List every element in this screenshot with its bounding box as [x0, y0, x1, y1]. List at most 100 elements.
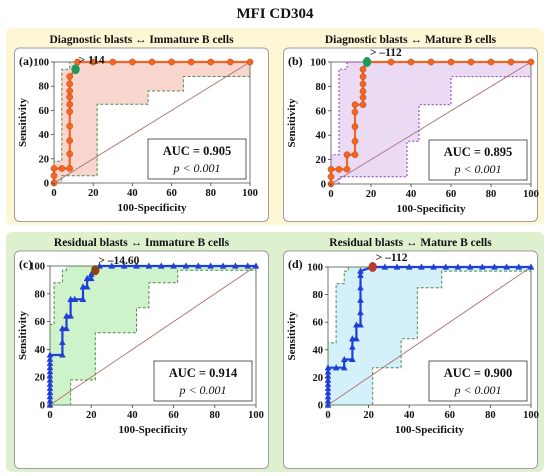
roc-point [340, 364, 348, 371]
x-tick-label: 100 [523, 410, 539, 421]
roc-point [168, 58, 175, 66]
roc-point [170, 262, 177, 269]
roc-point [387, 58, 395, 66]
roc-point [324, 376, 332, 383]
roc-point [343, 151, 351, 159]
roc-point [515, 263, 523, 270]
ci-lower-line [50, 269, 256, 406]
roc-point [66, 122, 74, 130]
cutoff-point [71, 64, 80, 75]
auc-value: AUC = 0.895 [444, 145, 513, 159]
x-axis-label: 100-Specificity [396, 203, 466, 215]
reference-diagonal [327, 266, 532, 406]
p-value: p < 0.001 [453, 162, 501, 176]
roc-point [66, 165, 74, 172]
roc-point [324, 397, 332, 404]
x-tick-label: 0 [328, 189, 333, 200]
y-tick-label: 80 [35, 289, 46, 300]
roc-point [59, 351, 66, 358]
x-tick-label: 100 [523, 189, 539, 200]
x-tick-label: 60 [166, 188, 177, 199]
roc-point [324, 380, 332, 387]
y-tick-label: 100 [33, 58, 49, 69]
roc-point [478, 263, 486, 270]
y-tick-label: 100 [307, 263, 323, 274]
auc-value: AUC = 0.905 [163, 144, 232, 158]
roc-point [120, 262, 128, 269]
ci-lower-line [328, 270, 531, 406]
roc-point [87, 270, 95, 277]
y-tick-label: 0 [40, 401, 45, 412]
auc-box [147, 138, 247, 180]
roc-point [466, 263, 474, 270]
y-axis-label: Sensitivity [286, 98, 298, 147]
roc-point [359, 87, 367, 95]
roc-point [381, 263, 389, 270]
x-tick-label: 80 [486, 189, 497, 200]
y-tick-label: 60 [39, 106, 50, 117]
roc-point [67, 312, 74, 319]
y-tick-label: 80 [39, 82, 50, 93]
roc-point [133, 262, 140, 269]
figure-title: MFI CD304 [236, 6, 314, 22]
roc-point [63, 324, 70, 332]
panel-title: Diagnostic blasts ↔ Immature B cells [49, 34, 234, 46]
roc-point [491, 263, 498, 270]
roc-point [59, 338, 66, 346]
y-axis-label: Sensitivity [286, 311, 298, 360]
x-tick-label: 40 [404, 410, 415, 421]
auc-box [428, 360, 528, 402]
roc-point [232, 262, 239, 269]
roc-point [46, 351, 54, 358]
roc-point [340, 355, 348, 363]
roc-point [359, 94, 367, 101]
p-value: p < 0.001 [453, 383, 501, 397]
roc-point [46, 355, 54, 362]
roc-point [351, 108, 359, 116]
x-tick-label: 40 [406, 189, 417, 200]
roc-point [246, 58, 254, 66]
roc-point [332, 364, 340, 371]
roc-point [359, 101, 367, 109]
roc-point [46, 368, 54, 375]
x-axis-label: 100-Specificity [117, 202, 187, 214]
y-tick-label: 80 [313, 290, 324, 301]
roc-point [357, 284, 364, 291]
roc-point [66, 101, 74, 108]
roc-panel-c: Residual blasts ↔ Immature B cells (c) > –… [14, 237, 269, 469]
auc-box [153, 360, 253, 402]
roc-point [324, 384, 332, 392]
roc-point [351, 123, 359, 131]
cutoff-point [368, 262, 377, 272]
panel-title: Diagnostic blasts ↔ Mature B cells [325, 34, 497, 46]
roc-point [324, 401, 332, 408]
roc-point [195, 262, 202, 269]
cutoff-point [91, 265, 100, 276]
x-tick-label: 80 [210, 410, 221, 421]
ci-lower-line [331, 76, 531, 185]
roc-point [227, 58, 234, 66]
ci-band [328, 267, 531, 405]
x-tick-label: 20 [363, 410, 374, 421]
x-tick-label: 40 [127, 188, 138, 199]
y-axis-label: Sensitivity [17, 311, 29, 360]
roc-point [503, 263, 510, 270]
roc-point [66, 137, 74, 145]
y-tick-label: 40 [313, 345, 324, 356]
roc-point [359, 65, 367, 73]
roc-point [351, 137, 359, 145]
y-tick-label: 60 [316, 106, 327, 117]
roc-point [349, 343, 356, 350]
roc-point [46, 388, 54, 396]
roc-point [357, 267, 364, 274]
roc-point [83, 283, 91, 290]
roc-panel-a: Diagnostic blasts ↔ Immature B cells (a) >… [14, 34, 269, 222]
y-tick-label: 0 [44, 179, 49, 190]
x-tick-label: 0 [47, 410, 52, 421]
roc-point [324, 388, 332, 396]
x-tick-label: 40 [127, 410, 138, 421]
x-axis-label: 100-Specificity [118, 424, 188, 436]
roc-point [507, 58, 515, 66]
roc-point [58, 165, 66, 172]
y-tick-label: 60 [35, 317, 46, 328]
